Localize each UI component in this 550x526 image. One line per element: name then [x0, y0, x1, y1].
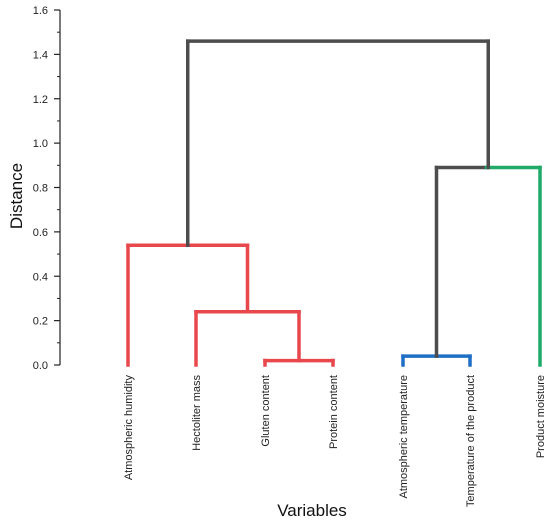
y-tick-label: 1.4	[33, 49, 48, 61]
leaf-label: Atmospheric temperature	[398, 375, 410, 499]
leaf-label: Protein content	[328, 375, 340, 449]
dendrogram-tree	[126, 39, 542, 367]
leaf-labels: Atmospheric humidity Hectoliter mass Glute…	[123, 375, 547, 508]
leaf-label: Product moisture	[535, 375, 547, 458]
leaf-label: Temperature of the product	[465, 375, 477, 507]
leaf-label: Gluten content	[260, 375, 272, 447]
leaf-label: Atmospheric humidity	[123, 375, 135, 481]
y-tick-label: 0.8	[33, 183, 48, 195]
y-axis: 0.0 0.2 0.4 0.6 0.8 1.0 1.2 1.4 1.6	[33, 5, 61, 372]
y-axis-title: Distance	[7, 163, 26, 229]
y-tick-label: 0.2	[33, 316, 48, 328]
y-tick-label: 1.2	[33, 94, 48, 106]
y-tick-label: 0.0	[33, 360, 48, 372]
y-tick-label: 0.4	[33, 271, 48, 283]
x-axis-title: Variables	[277, 501, 347, 520]
leaf-label: Hectoliter mass	[191, 375, 203, 451]
y-tick-label: 1.6	[33, 5, 48, 17]
y-tick-label: 1.0	[33, 138, 48, 150]
y-tick-label: 0.6	[33, 227, 48, 239]
